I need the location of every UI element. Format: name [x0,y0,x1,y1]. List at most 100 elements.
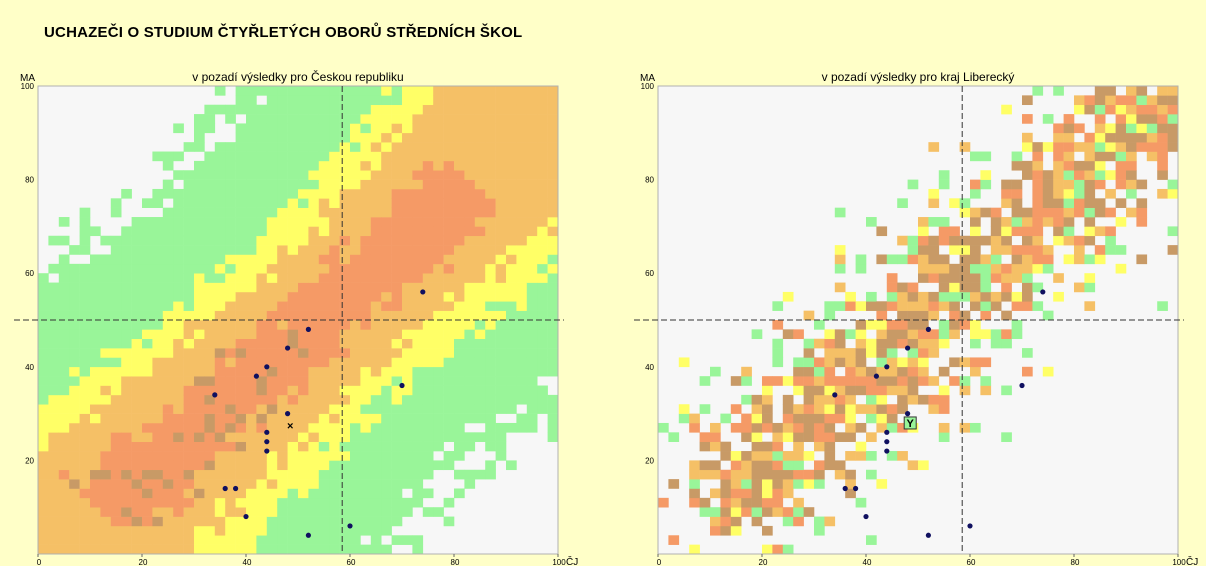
density-cell [537,348,548,358]
density-cell [464,385,476,396]
data-point [253,373,259,379]
density-cell [287,329,299,340]
density-cell [537,254,548,265]
density-cell [308,376,320,386]
density-cell [173,217,184,227]
density-cell [214,544,226,555]
density-cell [121,404,132,414]
density-cell [412,132,424,143]
density-cell [142,376,153,386]
density-cell [730,488,742,499]
density-cell [142,413,153,424]
density-cell [474,151,486,162]
density-cell [433,441,444,452]
density-cell [772,338,784,349]
density-cell [246,451,257,461]
density-cell [1063,123,1075,134]
density-cell [194,441,205,452]
density-cell [246,95,257,106]
density-cell [69,497,80,508]
density-cell [772,422,784,433]
density-cell [772,469,784,480]
density-cell [412,235,424,246]
density-cell [547,95,559,106]
density-cell [990,273,1002,283]
density-cell [152,432,164,442]
density-cell [516,366,528,377]
density-cell [762,413,773,424]
density-cell [526,235,538,246]
density-cell [90,422,101,433]
density-cell [980,273,992,283]
density-cell [152,469,164,480]
density-cell [110,385,122,396]
data-point [905,411,911,417]
density-cell [370,273,382,283]
density-cell [782,469,794,480]
density-cell [329,217,340,227]
density-cell [173,404,184,414]
density-cell [970,338,981,349]
density-cell [751,469,763,480]
density-cell [1105,123,1116,134]
density-cell [173,348,184,358]
density-cell [308,123,320,134]
density-cell [464,282,476,293]
density-cell [298,329,309,340]
density-cell [443,254,455,265]
density-cell [360,413,372,424]
density-cell [845,366,856,377]
density-cell [772,348,784,358]
density-cell [266,329,278,340]
density-cell [454,179,465,190]
density-cell [370,245,382,255]
density-cell [329,151,340,162]
density-cell [381,385,392,396]
density-cell [980,151,992,162]
density-cell [162,235,174,246]
density-cell [58,357,70,368]
density-cell [474,104,486,115]
density-cell [266,516,278,527]
density-cell [360,432,372,442]
density-cell [152,535,164,545]
density-cell [516,170,528,180]
density-cell [1157,123,1168,134]
density-cell [474,301,486,311]
density-cell [173,413,184,424]
density-cell [350,320,361,330]
density-cell [329,226,340,237]
density-cell [547,366,559,377]
density-cell [110,263,122,274]
density-cell [443,348,455,358]
density-cell [339,86,351,96]
data-point [285,345,291,351]
density-cell [1167,245,1179,255]
density-cell [277,104,288,115]
density-cell [152,310,164,321]
density-cell [225,217,236,227]
density-cell [782,376,794,386]
density-cell [547,245,559,255]
density-cell [970,366,981,377]
density-cell [90,357,101,368]
density-cell [506,226,517,237]
density-cell [970,245,981,255]
density-cell [152,394,164,405]
density-cell [464,86,476,96]
density-cell [1136,123,1148,134]
density-cell [235,385,247,396]
density-cell [183,376,195,386]
density-cell [1126,207,1137,218]
density-cell [1084,170,1096,180]
density-cell [142,479,153,489]
density-cell [454,320,465,330]
density-cell [287,132,299,143]
density-cell [422,441,434,452]
density-cell [370,451,382,461]
density-cell [1136,179,1148,190]
density-cell [485,104,496,115]
density-cell [266,413,278,424]
density-cell [886,357,898,368]
density-cell [225,254,236,265]
